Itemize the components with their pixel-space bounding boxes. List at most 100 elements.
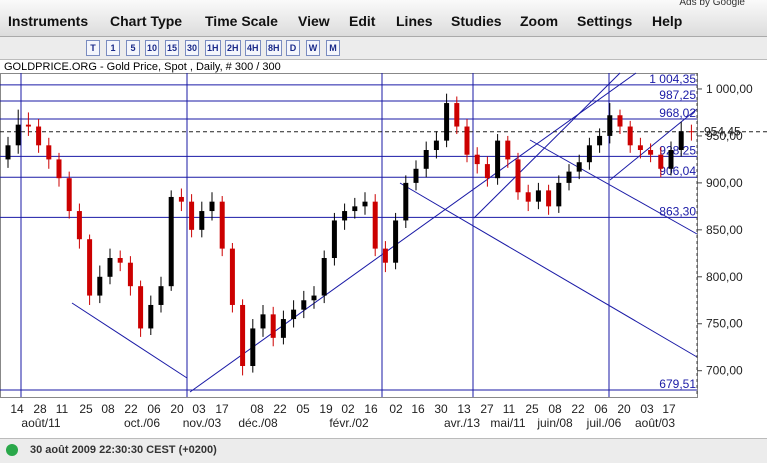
toolbar-button[interactable]: 8H xyxy=(266,40,282,56)
month-label: août/03 xyxy=(635,416,675,430)
toolbar-button[interactable]: 4H xyxy=(245,40,261,56)
menu-item[interactable]: View xyxy=(298,13,330,29)
candle-body xyxy=(505,140,511,160)
candle-body xyxy=(362,201,368,207)
trend-line xyxy=(189,72,637,393)
candle-body xyxy=(637,145,643,151)
menu-item[interactable]: Settings xyxy=(577,13,633,29)
x-tick-label: 16 xyxy=(411,402,425,416)
y-tick-label: 900,00 xyxy=(706,176,743,190)
toolbar-button[interactable]: 15 xyxy=(165,40,180,56)
candle-body xyxy=(46,145,52,160)
x-tick-label: 30 xyxy=(434,402,448,416)
candle-body xyxy=(484,164,490,179)
candle-body xyxy=(76,211,82,240)
candle-body xyxy=(66,178,72,212)
x-tick-label: 05 xyxy=(296,402,310,416)
candle-body xyxy=(413,168,419,183)
toolbar-button[interactable]: 10 xyxy=(145,40,160,56)
candle-body xyxy=(474,154,480,165)
candle-body xyxy=(597,135,603,146)
x-tick-label: 20 xyxy=(170,402,184,416)
candle-body xyxy=(25,124,31,127)
candle-body xyxy=(444,103,450,141)
toolbar-button[interactable]: 5 xyxy=(126,40,140,56)
candle-body xyxy=(301,300,307,310)
toolbar-button[interactable]: M xyxy=(326,40,340,56)
candle-body xyxy=(15,124,21,146)
candle-body xyxy=(138,286,144,329)
menu-item[interactable]: Chart Type xyxy=(110,13,183,29)
month-label: juin/08 xyxy=(536,416,573,430)
x-tick-label: 22 xyxy=(571,402,585,416)
candle-body xyxy=(525,192,531,202)
menu-item[interactable]: Help xyxy=(652,13,683,29)
x-tick-label: 22 xyxy=(273,402,287,416)
menu-item[interactable]: Lines xyxy=(396,13,433,29)
candle-body xyxy=(464,126,470,155)
level-label: 906,04 xyxy=(659,164,696,178)
toolbar-button[interactable]: T xyxy=(86,40,100,56)
status-text: 30 août 2009 22:30:30 CEST (+0200) xyxy=(30,444,217,456)
toolbar-button[interactable]: W xyxy=(306,40,320,56)
x-tick-label: 06 xyxy=(594,402,608,416)
menu-item[interactable]: Time Scale xyxy=(205,13,278,29)
candle-body xyxy=(668,150,674,169)
x-tick-label: 08 xyxy=(548,402,562,416)
candle-body xyxy=(168,196,174,287)
candle-body xyxy=(291,309,297,320)
toolbar-button[interactable]: 1H xyxy=(205,40,221,56)
candle-body xyxy=(372,201,378,249)
menu-item[interactable]: Instruments xyxy=(8,13,89,29)
candle-body xyxy=(158,286,164,305)
candle-body xyxy=(189,201,195,230)
candle-body xyxy=(219,201,225,249)
x-tick-label: 22 xyxy=(124,402,138,416)
x-tick-label: 02 xyxy=(341,402,355,416)
trend-line xyxy=(609,108,698,181)
candle-body xyxy=(393,220,399,263)
candle-body xyxy=(209,201,215,212)
x-tick-label: 02 xyxy=(389,402,403,416)
y-tick-label: 700,00 xyxy=(706,364,743,378)
x-tick-label: 08 xyxy=(101,402,115,416)
candle-body xyxy=(148,304,154,329)
candle-body xyxy=(280,319,286,338)
month-label: mai/11 xyxy=(490,416,525,430)
candle-body xyxy=(648,150,654,155)
candle-body xyxy=(382,248,388,263)
candle-body xyxy=(342,211,348,221)
candle-body xyxy=(546,190,552,207)
toolbar-button[interactable]: D xyxy=(286,40,300,56)
x-tick-label: 08 xyxy=(250,402,264,416)
x-tick-label: 16 xyxy=(364,402,378,416)
candle-body xyxy=(423,150,429,169)
candle-body xyxy=(576,162,582,172)
candle-body xyxy=(260,314,266,329)
toolbar-button[interactable]: 1 xyxy=(106,40,120,56)
candle-body xyxy=(5,145,11,160)
candle-body xyxy=(617,115,623,127)
chart-title: GOLDPRICE.ORG - Gold Price, Spot , Daily… xyxy=(4,61,281,73)
x-tick-label: 06 xyxy=(147,402,161,416)
menu-item[interactable]: Zoom xyxy=(520,13,559,29)
candle-body xyxy=(535,190,541,202)
toolbar-button[interactable]: 2H xyxy=(225,40,241,56)
candle-body xyxy=(495,140,501,179)
candle-body xyxy=(36,126,42,146)
candle-body xyxy=(270,314,276,338)
candle-body xyxy=(331,220,337,259)
x-tick-label: 03 xyxy=(192,402,206,416)
candle-body xyxy=(56,159,62,179)
candle-body xyxy=(403,182,409,221)
menu-item[interactable]: Edit xyxy=(349,13,376,29)
x-tick-label: 11 xyxy=(56,402,69,416)
candle-body xyxy=(199,211,205,230)
menu-item[interactable]: Studies xyxy=(451,13,502,29)
level-label: 987,25 xyxy=(659,88,696,102)
month-label: avr./13 xyxy=(444,416,480,430)
x-tick-label: 11 xyxy=(503,402,516,416)
month-label: févr./02 xyxy=(329,416,369,430)
toolbar-button[interactable]: 30 xyxy=(185,40,200,56)
